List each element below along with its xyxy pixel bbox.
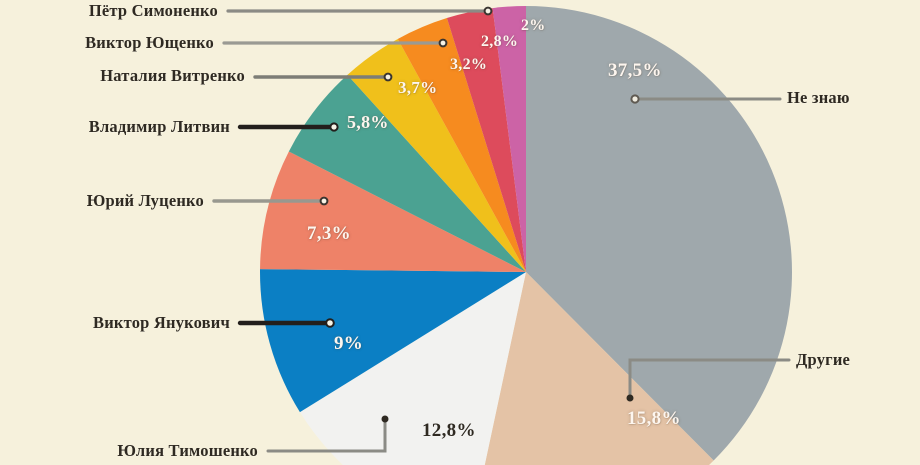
label-ne-znayu: Не знаю	[787, 88, 850, 107]
pie-slices	[260, 5, 793, 465]
pct-yanukovich: 9%	[334, 333, 364, 354]
pct-lutsenko: 7,3%	[307, 223, 351, 244]
label-drugie: Другие	[796, 350, 851, 369]
slice-unnamed-small[interactable]	[492, 5, 526, 272]
leader-line-timoshenko	[266, 415, 389, 453]
leader-line-simonenko	[226, 6, 493, 16]
slice-ne-znayu[interactable]	[526, 5, 793, 461]
label-timoshenko: Юлия Тимошенко	[117, 441, 258, 460]
label-simonenko: Пётр Симоненко	[88, 1, 218, 20]
pct-drugie: 15,8%	[627, 408, 681, 429]
label-lutsenko: Юрий Луценко	[86, 191, 204, 210]
slice-timoshenko[interactable]	[299, 272, 526, 465]
pct-unnamed-small: 2%	[521, 17, 546, 34]
label-litvin: Владимир Литвин	[88, 117, 230, 136]
pct-simonenko: 2,8%	[481, 33, 519, 50]
slice-litvin[interactable]	[288, 74, 526, 272]
leader-line-drugie	[626, 358, 791, 402]
pct-ne-znayu: 37,5%	[608, 60, 662, 81]
leader-line-lutsenko	[212, 196, 329, 206]
leader-line-yanukovich	[237, 318, 335, 328]
slice-yanukovich[interactable]	[260, 269, 526, 413]
leader-line-yushchenko	[222, 38, 448, 48]
pct-litvin: 5,8%	[347, 112, 389, 132]
pct-vitrenko: 3,7%	[398, 78, 438, 97]
leader-line-vitrenko	[253, 72, 393, 82]
slice-simonenko[interactable]	[446, 8, 526, 272]
slice-yushchenko[interactable]	[397, 18, 526, 273]
pct-timoshenko: 12,8%	[422, 420, 476, 441]
pct-yushchenko: 3,2%	[450, 56, 488, 73]
leader-line-ne-znayu	[630, 94, 782, 104]
label-vitrenko: Наталия Витренко	[100, 66, 245, 85]
leader-line-litvin	[237, 122, 339, 132]
leader-lines	[212, 6, 791, 453]
label-yanukovich: Виктор Янукович	[93, 313, 230, 332]
label-yushchenko: Виктор Ющенко	[85, 33, 214, 52]
slice-lutsenko[interactable]	[260, 151, 526, 273]
slice-vitrenko[interactable]	[347, 38, 526, 272]
slice-drugie[interactable]	[470, 272, 714, 465]
